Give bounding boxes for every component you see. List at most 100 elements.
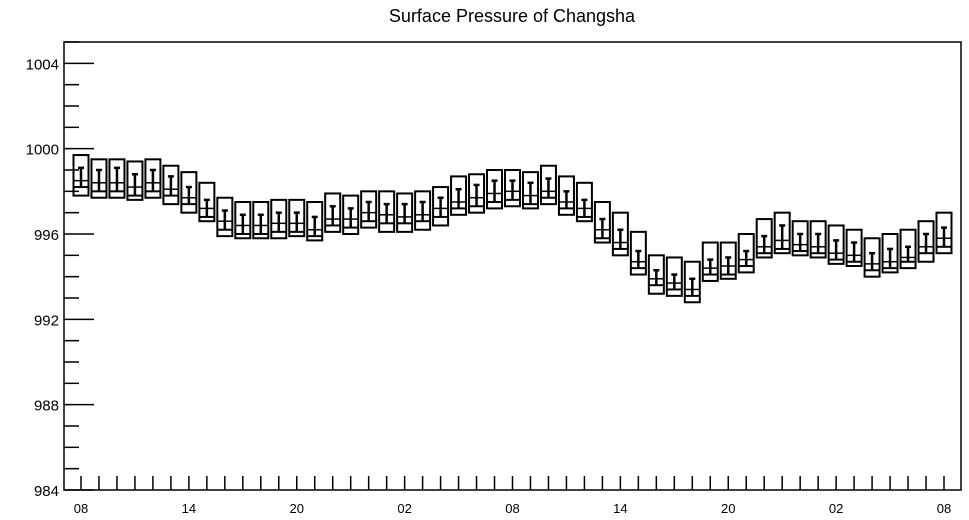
box-44 <box>863 237 881 278</box>
box-2 <box>108 158 126 199</box>
box-31 <box>629 230 647 276</box>
box-22 <box>468 173 486 214</box>
box-envelope <box>486 169 504 210</box>
box-envelope <box>881 233 899 274</box>
box-25 <box>521 171 539 210</box>
box-envelope <box>755 218 773 259</box>
box-17 <box>378 190 396 233</box>
y-tick-label: 1000 <box>26 142 59 159</box>
y-tick-label: 988 <box>34 398 59 415</box>
x-axis: 08 14 20 02 08 14 20 02 08 <box>74 476 951 516</box>
box-envelope <box>234 201 252 240</box>
box-envelope <box>611 211 629 257</box>
box-8 <box>216 196 234 238</box>
box-envelope <box>719 241 737 280</box>
box-envelope <box>683 260 701 304</box>
chart-title: Surface Pressure of Changsha <box>389 6 636 26</box>
box-19 <box>414 190 432 231</box>
box-envelope <box>378 190 396 233</box>
box-34 <box>683 260 701 304</box>
box-4 <box>144 158 162 199</box>
box-envelope <box>252 201 270 240</box>
box-envelope <box>665 256 683 297</box>
box-envelope <box>324 192 342 233</box>
x-tick-label: 20 <box>721 501 735 516</box>
box-32 <box>647 254 665 295</box>
box-envelope <box>827 224 845 265</box>
box-envelope <box>575 181 593 223</box>
box-42 <box>827 224 845 265</box>
box-envelope <box>647 254 665 295</box>
x-tick-label: 14 <box>613 501 627 516</box>
box-envelope <box>899 228 917 270</box>
box-11 <box>270 198 288 240</box>
box-5 <box>162 164 180 206</box>
x-tick-label: 02 <box>829 501 843 516</box>
box-envelope <box>773 211 791 255</box>
box-0 <box>72 154 90 197</box>
box-38 <box>755 218 773 259</box>
box-envelope <box>504 169 521 208</box>
y-tick-label: 984 <box>34 483 59 500</box>
box-envelope <box>306 201 324 242</box>
box-37 <box>737 233 755 274</box>
box-envelope <box>360 190 378 229</box>
box-21 <box>450 175 468 216</box>
box-35 <box>701 241 719 282</box>
box-41 <box>809 220 827 259</box>
x-tick-label: 02 <box>397 501 411 516</box>
box-envelope <box>809 220 827 259</box>
x-tick-label: 08 <box>937 501 951 516</box>
box-28 <box>575 181 593 223</box>
box-36 <box>719 241 737 280</box>
boxplot-series <box>72 154 953 304</box>
box-20 <box>432 186 450 227</box>
y-tick-label: 1004 <box>26 56 59 73</box>
plot-frame <box>63 41 962 491</box>
box-13 <box>306 201 324 242</box>
box-39 <box>773 211 791 255</box>
box-envelope <box>216 196 234 238</box>
x-tick-label: 08 <box>505 501 519 516</box>
box-envelope <box>845 228 863 268</box>
box-envelope <box>917 220 935 263</box>
box-27 <box>557 175 575 216</box>
box-9 <box>234 201 252 240</box>
box-envelope <box>126 160 144 201</box>
box-33 <box>665 256 683 297</box>
box-envelope <box>72 154 90 197</box>
box-3 <box>126 160 144 201</box>
box-40 <box>791 220 809 257</box>
box-envelope <box>90 158 108 199</box>
box-envelope <box>468 173 486 214</box>
box-envelope <box>342 194 360 236</box>
box-envelope <box>593 201 611 244</box>
box-envelope <box>180 171 198 214</box>
box-24 <box>504 169 521 208</box>
x-tick-label: 20 <box>290 501 304 516</box>
box-14 <box>324 192 342 233</box>
x-tick-label: 14 <box>182 501 196 516</box>
x-tick-label: 08 <box>74 501 88 516</box>
box-envelope <box>432 186 450 227</box>
box-envelope <box>539 164 557 206</box>
box-7 <box>198 181 216 223</box>
box-envelope <box>521 171 539 210</box>
box-envelope <box>270 198 288 240</box>
box-30 <box>611 211 629 257</box>
box-47 <box>917 220 935 263</box>
box-envelope <box>288 198 306 238</box>
box-12 <box>288 198 306 238</box>
box-1 <box>90 158 108 199</box>
box-43 <box>845 228 863 268</box>
y-axis: 984 988 992 996 1000 1004 <box>26 41 94 500</box>
box-envelope <box>791 220 809 257</box>
box-envelope <box>108 158 126 199</box>
box-26 <box>539 164 557 206</box>
y-tick-label: 992 <box>34 312 59 329</box>
box-envelope <box>935 211 953 255</box>
box-envelope <box>629 230 647 276</box>
box-45 <box>881 233 899 274</box>
box-envelope <box>450 175 468 216</box>
box-23 <box>486 169 504 210</box>
